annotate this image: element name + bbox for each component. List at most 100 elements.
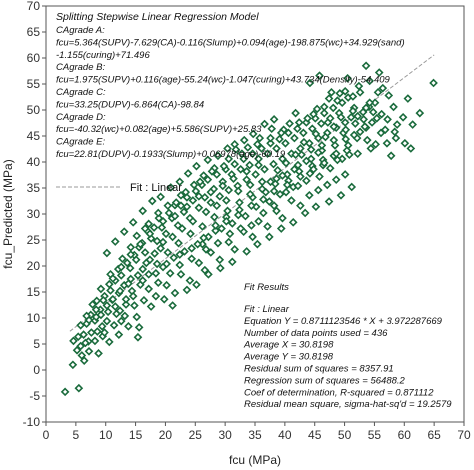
y-tick-label: 25 <box>27 233 41 247</box>
data-point <box>278 154 287 164</box>
data-point <box>96 284 106 294</box>
data-point <box>92 296 102 306</box>
data-point <box>218 181 228 191</box>
data-point <box>88 300 97 309</box>
data-point <box>207 167 217 176</box>
data-point <box>114 330 124 339</box>
data-point <box>371 139 380 149</box>
data-point <box>365 98 374 108</box>
data-point <box>319 108 329 118</box>
model-title: Splitting Stepwise Linear Regression Mod… <box>56 11 259 23</box>
data-point <box>203 155 213 165</box>
data-point <box>313 148 323 157</box>
data-point <box>390 127 400 137</box>
data-point <box>353 111 363 121</box>
data-point <box>287 196 296 205</box>
data-point <box>309 164 318 174</box>
fit-results-line: Average X = 30.8198 <box>243 340 334 351</box>
fit-results-line: Average Y = 30.8198 <box>243 352 334 363</box>
data-point <box>272 206 281 216</box>
data-point <box>305 169 315 178</box>
data-point <box>311 202 321 212</box>
model-equation-line: CAgrade D: <box>56 112 106 123</box>
data-point <box>176 190 186 200</box>
data-point <box>361 103 371 113</box>
data-point <box>97 321 107 331</box>
data-point <box>159 294 169 304</box>
data-point <box>260 164 269 174</box>
data-point <box>201 207 211 217</box>
data-point <box>175 260 185 270</box>
data-point <box>278 171 287 180</box>
data-point <box>108 274 118 283</box>
fit-results-title: Fit Results <box>244 282 289 293</box>
data-point <box>239 154 248 164</box>
data-point <box>110 237 120 246</box>
x-tick-label: 5 <box>73 428 80 442</box>
data-point <box>187 243 197 253</box>
data-point <box>325 163 335 173</box>
data-point <box>278 213 287 223</box>
data-point <box>291 150 300 160</box>
data-point <box>245 180 255 190</box>
data-point <box>233 186 243 196</box>
y-tick-label: 0 <box>33 363 40 377</box>
data-point <box>194 203 204 213</box>
data-point <box>199 171 208 180</box>
y-tick-label: 60 <box>27 51 41 65</box>
data-point <box>119 227 129 237</box>
data-point <box>242 247 251 256</box>
data-point <box>222 196 231 205</box>
data-point <box>290 164 299 174</box>
data-point <box>309 109 318 119</box>
data-point <box>316 119 326 128</box>
fit-results-line: Coef of determination, R-squared = 0.871… <box>244 387 434 398</box>
data-point <box>276 224 286 233</box>
data-point <box>269 186 279 196</box>
data-point <box>76 320 85 330</box>
data-point <box>182 202 192 212</box>
data-point <box>349 130 359 140</box>
data-point <box>81 338 90 348</box>
data-point <box>373 87 383 97</box>
data-point <box>340 118 350 127</box>
data-point <box>144 269 154 279</box>
plot-frame <box>45 5 465 423</box>
data-point <box>151 268 161 278</box>
data-point <box>296 201 305 211</box>
data-point <box>343 73 352 83</box>
data-point <box>224 185 234 195</box>
data-point <box>368 107 378 117</box>
data-point <box>103 307 113 317</box>
data-point <box>235 198 244 207</box>
data-point <box>253 239 262 249</box>
data-point <box>204 269 213 279</box>
model-equation-line: fcu=1.975(SUPV)+0.116(age)-55.24(wc)-1.0… <box>56 75 391 86</box>
data-point <box>126 250 136 259</box>
data-point <box>267 124 277 134</box>
data-point <box>248 149 257 159</box>
data-point <box>163 248 173 257</box>
data-point <box>140 248 150 257</box>
data-point <box>192 280 201 290</box>
data-point <box>122 258 132 268</box>
data-point <box>400 138 410 148</box>
data-point <box>233 210 243 220</box>
x-tick-label: 40 <box>278 428 292 442</box>
data-point <box>128 291 138 301</box>
data-point <box>106 286 115 295</box>
data-point <box>243 143 253 152</box>
data-point <box>347 182 357 192</box>
data-point <box>383 115 392 124</box>
data-point <box>300 208 310 218</box>
data-point <box>336 112 346 122</box>
data-point <box>139 295 149 305</box>
data-point <box>297 150 306 160</box>
data-point <box>132 312 142 322</box>
data-point <box>145 229 155 239</box>
y-tick-label: 40 <box>27 155 41 169</box>
data-point <box>217 224 226 233</box>
data-point <box>77 351 87 360</box>
data-point <box>328 103 338 113</box>
data-point <box>255 133 265 143</box>
